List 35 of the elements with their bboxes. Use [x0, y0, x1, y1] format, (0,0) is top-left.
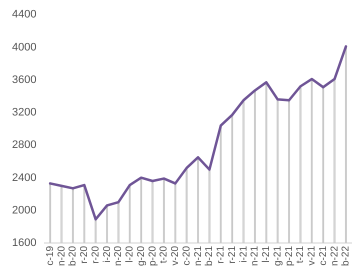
x-tick-label: t-20: [158, 246, 170, 264]
x-tick-label: v-20: [170, 246, 182, 266]
x-tick-label: r-21: [216, 246, 227, 264]
x-tick-label: n-20: [113, 246, 124, 266]
x-tick-label: t-21: [295, 246, 306, 264]
y-tick-label: 4400: [12, 8, 36, 21]
x-tick-label: c-21: [318, 246, 329, 266]
y-tick-label: 4000: [12, 41, 36, 54]
x-tick-label: g-21: [272, 246, 284, 266]
x-tick-label: l-21: [261, 246, 272, 263]
x-tick-label: r-20: [79, 246, 90, 264]
x-tick-label: r-20: [90, 246, 102, 264]
x-tick-label: n-22: [329, 246, 340, 266]
x-tick-label: n-21: [250, 246, 261, 266]
y-tick-label: 2000: [12, 204, 36, 216]
y-tick-label: 2400: [12, 172, 36, 184]
x-tick-label: b-22: [340, 246, 352, 266]
x-tick-label: i-21: [238, 246, 250, 263]
y-tick-label: 3200: [12, 106, 36, 119]
x-tick-label: g-20: [136, 246, 147, 266]
x-tick-label: b-21: [204, 246, 216, 266]
x-tick-label: n-20: [56, 246, 68, 266]
x-tick-label: l-20: [124, 246, 136, 263]
x-tick-label: v-21: [306, 246, 318, 266]
y-tick-label: 3600: [12, 74, 36, 86]
x-tick-label: p-21: [284, 246, 295, 266]
x-tick-label: n-21: [192, 246, 204, 266]
y-tick-label: 2800: [12, 139, 36, 152]
y-tick-label: 1600: [12, 237, 36, 250]
x-tick-label: p-20: [147, 246, 158, 266]
x-tick-label: b-20: [68, 246, 79, 266]
x-tick-label: i-20: [102, 246, 113, 263]
x-tick-label: c-19: [44, 246, 56, 266]
x-tick-label: c-20: [181, 246, 192, 266]
x-tick-label: r-21: [226, 246, 238, 264]
